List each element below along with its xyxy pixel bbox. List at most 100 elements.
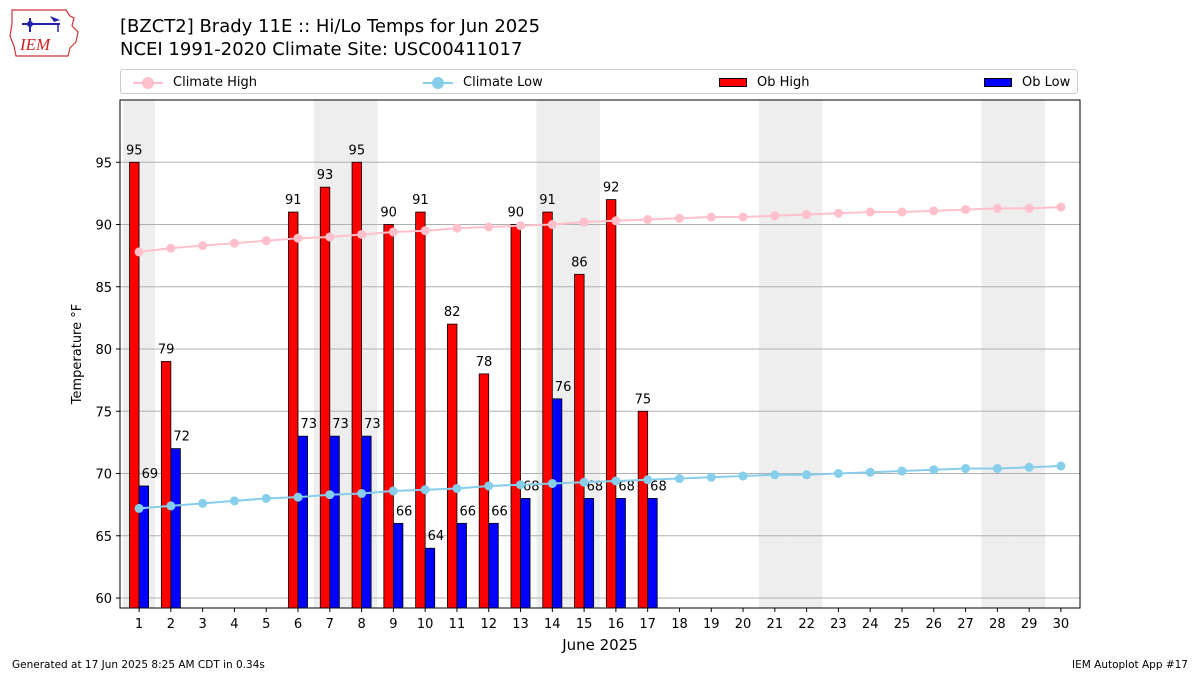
climate-high-point [325, 232, 335, 242]
legend-item-ob-high: Ob High [719, 70, 810, 95]
climate-high-point [706, 212, 716, 222]
ob-low-value-label: 72 [173, 430, 190, 445]
x-tick-label: 7 [326, 617, 334, 632]
x-tick-label: 25 [894, 617, 911, 632]
legend: Climate High Climate Low Ob High Ob Low [120, 69, 1078, 94]
climate-high-line [138, 206, 1061, 253]
x-tick-label: 30 [1053, 617, 1070, 632]
y-tick-label: 65 [95, 530, 112, 545]
x-tick-label: 26 [926, 617, 943, 632]
climate-high-point [833, 208, 843, 218]
climate-low-point [802, 470, 812, 480]
x-tick-label: 19 [703, 617, 720, 632]
climate-high-point [261, 236, 271, 246]
legend-label-ob-low: Ob Low [1022, 75, 1071, 90]
climate-low-line-marker [423, 76, 453, 89]
climate-high-point [643, 215, 653, 225]
legend-item-climate-low: Climate Low [423, 70, 543, 95]
ob-high-bar [319, 186, 331, 609]
iem-logo: IEM [9, 9, 79, 57]
ob-high-value-label: 92 [603, 181, 620, 196]
ob-low-value-label: 73 [332, 417, 349, 432]
climate-low-point [961, 464, 971, 474]
ob-low-bar [456, 522, 467, 609]
ob-low-value-label: 66 [459, 504, 476, 519]
climate-low-point [992, 464, 1002, 474]
ob-low-value-label: 73 [364, 417, 381, 432]
weekend-shade-day-21 [758, 100, 791, 608]
ob-low-value-label: 68 [523, 479, 540, 494]
climate-high-point [802, 210, 812, 220]
climate-high-point [388, 227, 398, 237]
climate-high-point [420, 226, 430, 236]
ob-high-bar [160, 361, 172, 609]
x-axis-label: June 2025 [561, 636, 638, 654]
climate-low-point [738, 471, 748, 481]
x-tick-label: 4 [230, 617, 238, 632]
plot-frame [119, 99, 1081, 609]
x-tick-label: 18 [671, 617, 688, 632]
y-tick-label: 80 [95, 343, 112, 358]
x-tick-label: 2 [167, 617, 175, 632]
legend-label-climate-low: Climate Low [463, 75, 543, 90]
climate-high-point [865, 207, 875, 217]
climate-high-point [992, 203, 1002, 213]
y-tick-label: 85 [95, 281, 112, 296]
climate-high-point [229, 238, 239, 248]
chart-title: [BZCT2] Brady 11E :: Hi/Lo Temps for Jun… [120, 16, 541, 37]
climate-low-point [229, 496, 239, 506]
climate-low-point [420, 485, 430, 495]
climate-high-point [674, 213, 684, 223]
x-tick-label: 9 [389, 617, 397, 632]
ob-high-value-label: 78 [476, 355, 493, 370]
legend-label-ob-high: Ob High [757, 75, 810, 90]
climate-low-line [138, 465, 1061, 510]
ob-high-value-label: 93 [317, 168, 334, 183]
climate-low-point [611, 476, 621, 486]
ob-high-bar [542, 211, 553, 609]
climate-low-point [579, 477, 589, 487]
legend-label-climate-high: Climate High [173, 75, 258, 90]
climate-low-point [325, 490, 335, 500]
x-tick-label: 29 [1021, 617, 1038, 632]
ob-high-value-label: 79 [158, 342, 175, 357]
ob-high-value-label: 91 [412, 193, 429, 208]
climate-high-point [929, 206, 939, 216]
climate-low-point [643, 475, 653, 485]
ob-low-bar [520, 498, 531, 609]
weekend-shade-day-22 [790, 100, 823, 608]
ob-high-bar [129, 161, 140, 609]
climate-high-point [1056, 202, 1066, 212]
x-tick-label: 14 [544, 617, 561, 632]
ob-low-value-label: 64 [428, 529, 445, 544]
climate-high-point [484, 222, 494, 232]
x-tick-label: 10 [417, 617, 434, 632]
climate-high-point [357, 229, 367, 239]
ob-high-bar [605, 199, 617, 609]
x-tick-label: 24 [862, 617, 879, 632]
y-tick-label: 90 [95, 219, 112, 234]
ob-low-bar [424, 547, 436, 609]
climate-high-point [198, 241, 208, 251]
climate-low-point [929, 465, 939, 475]
generated-note: Generated at 17 Jun 2025 8:25 AM CDT in … [12, 659, 265, 671]
x-tick-label: 11 [449, 617, 466, 632]
climate-high-point [961, 205, 971, 215]
climate-low-point [166, 501, 176, 511]
x-tick-label: 5 [262, 617, 270, 632]
ob-high-value-label: 86 [571, 255, 588, 270]
climate-low-point [134, 503, 144, 513]
climate-high-point [134, 247, 144, 257]
ob-high-value-label: 95 [126, 143, 143, 158]
ob-high-bar [510, 224, 521, 609]
y-tick-label: 75 [95, 405, 112, 420]
climate-low-point [1024, 462, 1034, 472]
climate-low-point [547, 478, 557, 488]
climate-high-point [611, 216, 621, 226]
x-tick-label: 15 [576, 617, 593, 632]
ob-low-bar [170, 448, 181, 609]
climate-high-line-marker [133, 76, 163, 89]
climate-low-point [452, 483, 462, 493]
ob-high-bar [351, 161, 362, 609]
